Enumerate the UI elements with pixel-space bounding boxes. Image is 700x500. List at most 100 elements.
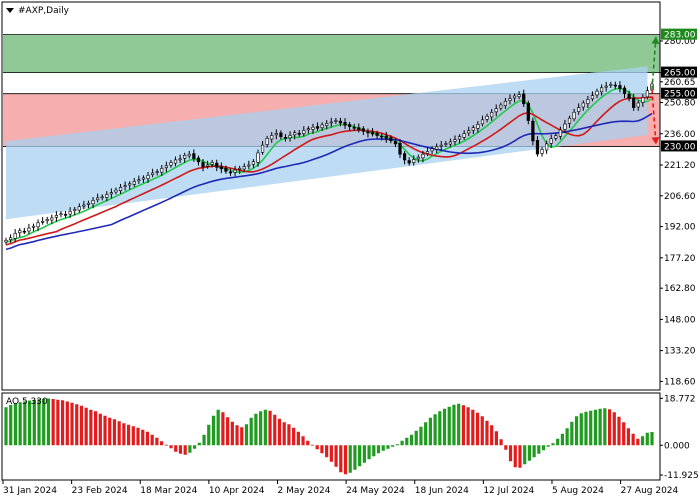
candle-body	[68, 211, 72, 215]
candle	[645, 86, 650, 100]
candle	[274, 129, 278, 140]
time-tick-label: 10 Apr 2024	[209, 486, 265, 496]
price-tag	[661, 66, 697, 78]
oscillator-bar	[343, 445, 348, 475]
candle-body	[645, 90, 650, 98]
candle	[306, 126, 310, 134]
price-pane[interactable]	[3, 34, 660, 251]
candle-body	[205, 164, 210, 167]
candle-body	[384, 135, 388, 139]
candle-body	[554, 135, 558, 139]
candle	[535, 136, 540, 157]
candle-body	[297, 133, 301, 135]
candle-body	[183, 154, 187, 159]
candle-body	[233, 169, 237, 173]
candle-body	[4, 239, 8, 243]
candle-body	[586, 99, 590, 104]
candle	[490, 109, 494, 121]
time-tick-label: 31 Jan 2024	[3, 486, 57, 496]
oscillator-bar	[541, 445, 546, 451]
candle-body	[499, 104, 503, 109]
oscillator-bar	[249, 417, 253, 446]
oscillator-bar	[461, 405, 465, 446]
bear-target-arrow	[651, 89, 657, 145]
candle	[632, 93, 636, 111]
candle-body	[348, 124, 352, 127]
oscillator-bar	[565, 428, 569, 446]
candle-body	[416, 156, 420, 160]
candle	[618, 81, 622, 93]
candle-body	[54, 215, 58, 218]
oscillator-bar	[607, 409, 612, 446]
candle-body	[567, 117, 572, 124]
candle	[50, 214, 54, 224]
oscillator-tick-label: -11.925	[664, 471, 699, 481]
candle-body	[480, 119, 485, 125]
oscillator-bar	[395, 444, 399, 446]
oscillator-bar	[259, 411, 263, 446]
oscillator-bar	[273, 414, 277, 446]
candle-body	[462, 133, 466, 138]
candle	[238, 165, 242, 174]
candle	[352, 123, 356, 131]
candle	[627, 90, 631, 102]
candle-body	[517, 94, 521, 97]
oscillator-bar	[169, 445, 173, 449]
candle	[128, 181, 132, 190]
oscillator-label: AO 5.330	[6, 397, 48, 407]
oscillator-bar	[56, 399, 60, 446]
candle	[522, 89, 526, 107]
oscillator-pane[interactable]	[4, 398, 654, 475]
oscillator-bar	[405, 437, 409, 446]
oscillator-bar	[164, 444, 168, 446]
oscillator-bar	[84, 407, 88, 446]
candle	[343, 118, 347, 129]
candle-body	[219, 166, 223, 170]
price-tick-label: 162.80	[664, 284, 696, 294]
candle-body	[265, 138, 269, 145]
candle	[357, 123, 361, 133]
oscillator-bar	[438, 411, 442, 446]
oscillator-bar	[310, 444, 315, 446]
candle	[178, 154, 182, 164]
candle	[503, 97, 507, 109]
candle	[293, 130, 297, 140]
candle	[558, 126, 562, 140]
candle	[567, 115, 572, 128]
candle-body	[398, 142, 402, 155]
candle	[155, 169, 159, 176]
chart-menu-icon[interactable]	[6, 8, 14, 13]
candle	[192, 149, 196, 162]
candle	[105, 191, 109, 202]
candle	[380, 132, 384, 141]
candle	[480, 115, 485, 127]
oscillator-bar	[122, 423, 126, 446]
candle	[22, 227, 26, 235]
candle-body	[485, 115, 489, 120]
candle-body	[549, 138, 553, 144]
candle	[549, 134, 553, 148]
price-tick-label: 133.20	[664, 347, 696, 357]
candle	[100, 194, 104, 201]
oscillator-tick-label: 18.772	[664, 394, 696, 404]
candle	[325, 120, 329, 130]
oscillator-bar	[315, 445, 319, 450]
oscillator-bar	[174, 445, 178, 452]
price-tag	[661, 28, 697, 40]
candle-body	[288, 135, 292, 139]
oscillator-bar	[518, 445, 522, 468]
candle	[439, 140, 443, 151]
oscillator-bar	[570, 421, 574, 446]
candle-body	[526, 102, 530, 121]
candle	[636, 100, 640, 111]
candle-body	[622, 87, 627, 94]
candle-body	[192, 153, 196, 159]
oscillator-bar	[108, 417, 112, 446]
price-tick-label: 177.20	[664, 254, 696, 264]
candle-body	[274, 133, 278, 136]
candle	[146, 171, 150, 183]
candle-body	[412, 159, 416, 163]
candle-body	[430, 148, 434, 152]
oscillator-bar	[556, 438, 560, 446]
